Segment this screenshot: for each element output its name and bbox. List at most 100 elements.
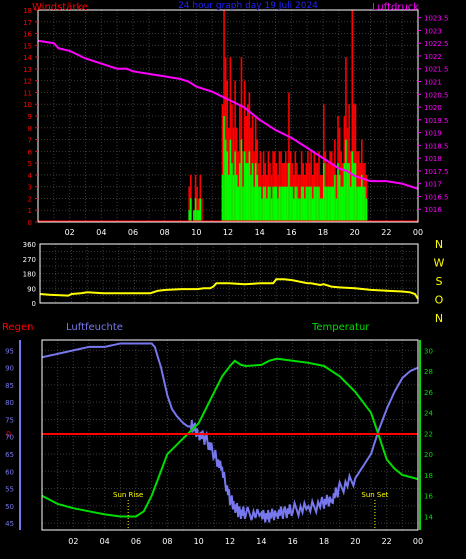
wind-gust-bar bbox=[196, 186, 198, 222]
y-tick-label-temperature: 22 bbox=[424, 430, 433, 438]
wind-avg-bar bbox=[315, 186, 317, 222]
x-tick-label-climate: 04 bbox=[100, 537, 110, 546]
wind-gust-bar bbox=[357, 151, 360, 222]
x-tick-label-wind: 02 bbox=[65, 228, 75, 237]
x-tick-label-climate: 16 bbox=[288, 537, 298, 546]
wind-gust-bar bbox=[280, 151, 282, 222]
humidity-line bbox=[41, 342, 419, 523]
y-tick-label-pressure: 1017 bbox=[424, 181, 442, 189]
wind-gust-bar bbox=[329, 151, 331, 222]
wind-direction-line bbox=[39, 278, 419, 300]
wind-avg-bar bbox=[348, 163, 350, 222]
x-tick-label-wind: 16 bbox=[286, 228, 296, 237]
x-tick-label-climate: 22 bbox=[382, 537, 392, 546]
wind-avg-bar bbox=[335, 198, 338, 222]
x-tick-label-climate: 06 bbox=[131, 537, 141, 546]
wind-avg-bar bbox=[256, 174, 259, 222]
y-tick-label-temperature: 30 bbox=[424, 347, 433, 355]
wind-gust-bar bbox=[288, 92, 290, 222]
x-tick-label-climate: 00 bbox=[413, 537, 423, 546]
wind-avg-bar bbox=[197, 210, 200, 222]
wind-avg-bar bbox=[337, 163, 339, 222]
y-tick-label-humidity: 70 bbox=[5, 434, 14, 442]
x-tick-label-wind: 20 bbox=[350, 228, 360, 237]
x-tick-label-wind: 18 bbox=[318, 228, 328, 237]
y-tick-label-wind: 18 bbox=[23, 7, 32, 15]
wind-avg-bar bbox=[299, 198, 301, 222]
wind-avg-bar bbox=[351, 151, 354, 222]
wind-avg-bar bbox=[305, 186, 308, 222]
compass-label: S bbox=[436, 275, 443, 288]
wind-gust-bar bbox=[324, 151, 327, 222]
y-tick-label-direction: 180 bbox=[23, 271, 36, 279]
wind-avg-bar bbox=[300, 186, 303, 222]
wind-avg-bar bbox=[319, 198, 322, 222]
wind-avg-bar bbox=[357, 186, 360, 222]
temperature-line bbox=[41, 357, 419, 518]
wind-avg-bar bbox=[297, 198, 300, 222]
wind-avg-bar bbox=[277, 198, 279, 222]
y-tick-label-wind: 0 bbox=[28, 219, 32, 227]
wind-gust-bar bbox=[340, 151, 342, 222]
compass-label: N bbox=[435, 238, 443, 251]
wind-avg-bar bbox=[323, 163, 325, 222]
wind-avg-bar bbox=[324, 186, 327, 222]
y-tick-label-temperature: 24 bbox=[424, 410, 433, 418]
wind-avg-bar bbox=[224, 139, 227, 222]
wind-avg-bar bbox=[362, 186, 365, 222]
temperature-axis-label: Temperatur bbox=[311, 322, 370, 333]
wind-avg-bar bbox=[349, 186, 352, 222]
y-tick-label-direction: 90 bbox=[27, 285, 36, 293]
wind-avg-bar bbox=[237, 186, 240, 222]
y-tick-label-pressure: 1018 bbox=[424, 155, 442, 163]
wind-avg-bar bbox=[262, 186, 265, 222]
y-tick-label-wind: 13 bbox=[23, 66, 32, 74]
wind-gust-bar bbox=[221, 104, 224, 222]
wind-avg-bar bbox=[264, 186, 266, 222]
wind-gust-bar bbox=[356, 151, 358, 222]
y-tick-label-humidity: 75 bbox=[5, 416, 14, 424]
y-tick-label-pressure: 1020 bbox=[424, 104, 442, 112]
wind-avg-bar bbox=[221, 174, 224, 222]
wind-avg-bar bbox=[261, 198, 263, 222]
wind-avg-bar bbox=[245, 163, 247, 222]
wind-avg-bar bbox=[253, 186, 255, 222]
wind-avg-bar bbox=[269, 186, 271, 222]
x-tick-label-wind: 04 bbox=[96, 228, 106, 237]
y-tick-label-humidity: 45 bbox=[5, 520, 14, 528]
wind-avg-bar bbox=[294, 186, 297, 222]
y-tick-label-temperature: 28 bbox=[424, 368, 433, 376]
wind-avg-bar bbox=[326, 186, 328, 222]
wind-avg-bar bbox=[278, 186, 281, 222]
wind-gust-bar bbox=[294, 151, 297, 222]
y-tick-label-wind: 14 bbox=[23, 54, 32, 62]
wind-gust-bar bbox=[318, 151, 320, 222]
y-tick-label-wind: 6 bbox=[28, 148, 33, 156]
wind-avg-bar bbox=[310, 186, 312, 222]
x-tick-label-climate: 14 bbox=[256, 537, 266, 546]
wind-avg-bar bbox=[223, 116, 225, 222]
panel-frame-climate bbox=[41, 339, 419, 531]
wind-gust-bar bbox=[330, 151, 333, 222]
wind-gust-bar bbox=[289, 151, 292, 222]
y-tick-label-temperature: 16 bbox=[424, 493, 433, 501]
y-tick-label-humidity: 90 bbox=[5, 365, 14, 373]
wind-avg-bar bbox=[266, 198, 268, 222]
wind-gust-bar bbox=[262, 151, 265, 222]
y-tick-label-humidity: 85 bbox=[5, 382, 14, 390]
chart-title: 24 hour graph day 19 Juli 2024 bbox=[178, 1, 318, 11]
wind-avg-bar bbox=[235, 174, 238, 222]
wind-avg-bar bbox=[302, 186, 304, 222]
wind-avg-bar bbox=[342, 186, 344, 222]
wind-avg-bar bbox=[270, 198, 273, 222]
wind-avg-bar bbox=[316, 186, 319, 222]
x-tick-label-climate: 20 bbox=[350, 537, 360, 546]
wind-avg-bar bbox=[353, 163, 355, 222]
wind-gust-bar bbox=[278, 151, 281, 222]
wind-avg-bar bbox=[327, 186, 330, 222]
x-tick-label-wind: 06 bbox=[128, 228, 138, 237]
y-tick-label-pressure: 1019 bbox=[424, 130, 442, 138]
y-tick-label-temperature: 20 bbox=[424, 451, 433, 459]
wind-avg-bar bbox=[313, 186, 316, 222]
